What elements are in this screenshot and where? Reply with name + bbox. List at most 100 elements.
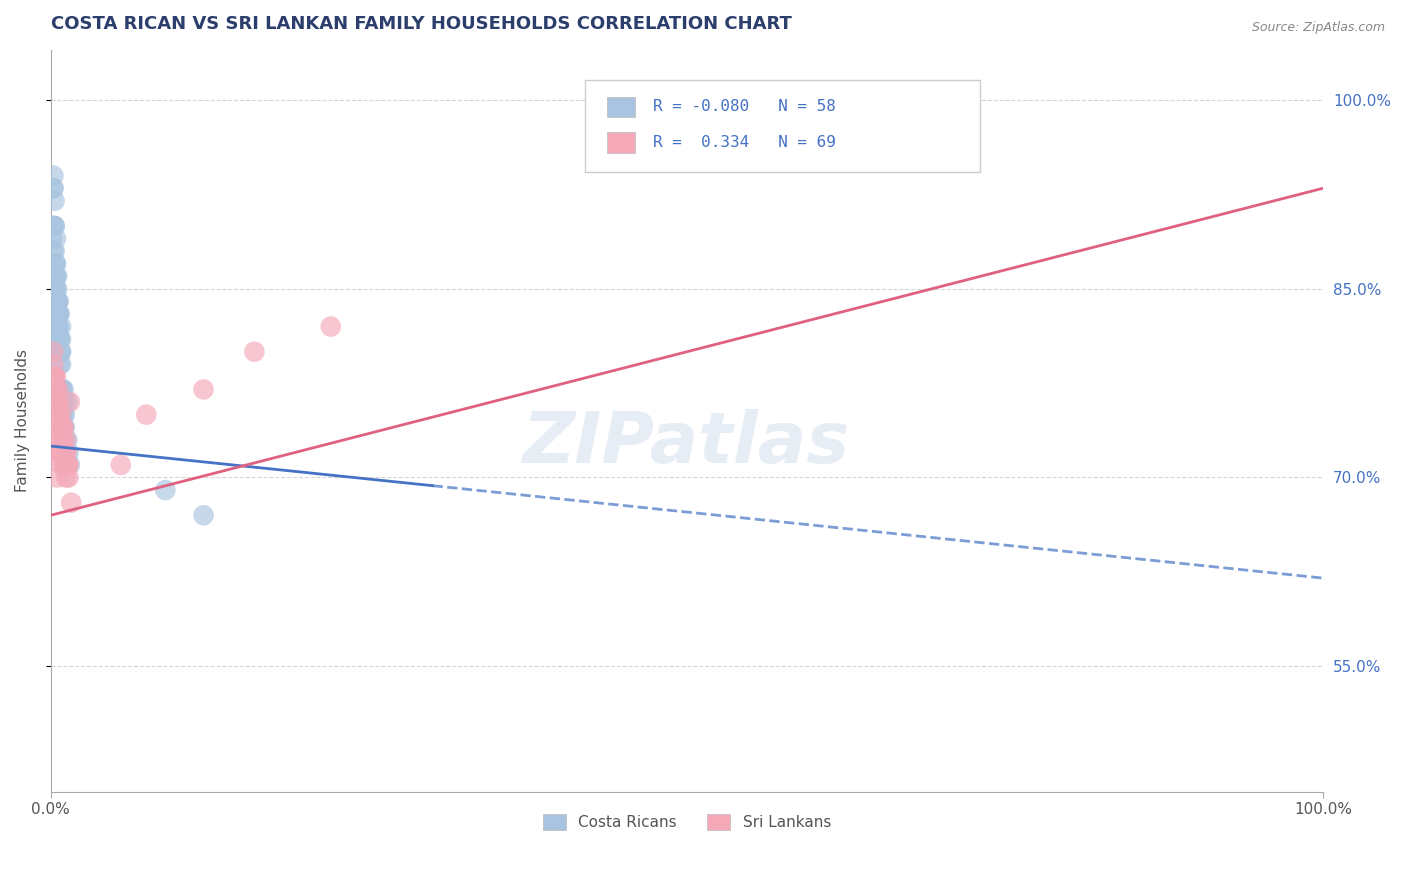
Point	[51, 383, 73, 397]
Point	[48, 307, 70, 321]
Point	[58, 445, 80, 459]
Point	[48, 307, 70, 321]
Point	[42, 219, 65, 233]
Point	[41, 445, 63, 459]
Point	[55, 445, 77, 459]
Point	[56, 395, 79, 409]
Point	[48, 395, 70, 409]
Point	[46, 269, 69, 284]
Point	[193, 508, 215, 523]
Point	[59, 458, 82, 472]
Point	[42, 169, 65, 183]
Point	[52, 408, 75, 422]
Point	[48, 433, 70, 447]
Point	[48, 332, 70, 346]
Point	[48, 307, 70, 321]
Point	[51, 420, 73, 434]
Point	[44, 383, 66, 397]
Point	[55, 445, 77, 459]
Point	[48, 294, 70, 309]
Point	[45, 282, 67, 296]
FancyBboxPatch shape	[607, 132, 636, 153]
Point	[55, 433, 77, 447]
Point	[42, 181, 65, 195]
Point	[55, 470, 77, 484]
Point	[53, 420, 76, 434]
Point	[48, 445, 70, 459]
Point	[45, 269, 67, 284]
Point	[53, 458, 76, 472]
Point	[55, 458, 77, 472]
Point	[48, 408, 70, 422]
Point	[48, 319, 70, 334]
Y-axis label: Family Households: Family Households	[15, 350, 30, 492]
Point	[110, 458, 132, 472]
Point	[51, 445, 73, 459]
Point	[56, 433, 79, 447]
Point	[44, 282, 66, 296]
Point	[55, 445, 77, 459]
Point	[48, 307, 70, 321]
Point	[48, 294, 70, 309]
Point	[46, 294, 69, 309]
Point	[48, 433, 70, 447]
Point	[45, 269, 67, 284]
Point	[44, 395, 66, 409]
Point	[49, 433, 72, 447]
Point	[52, 395, 75, 409]
Text: R = -0.080   N = 58: R = -0.080 N = 58	[652, 100, 835, 114]
Point	[51, 420, 73, 434]
Point	[46, 408, 69, 422]
Point	[60, 496, 83, 510]
Point	[41, 231, 63, 245]
Text: R =  0.334   N = 69: R = 0.334 N = 69	[652, 135, 835, 150]
Point	[48, 319, 70, 334]
Point	[51, 433, 73, 447]
FancyBboxPatch shape	[585, 79, 980, 172]
Point	[46, 395, 69, 409]
Point	[44, 370, 66, 384]
Point	[193, 383, 215, 397]
Point	[48, 332, 70, 346]
Point	[48, 307, 70, 321]
Point	[49, 420, 72, 434]
Point	[45, 370, 67, 384]
Point	[46, 319, 69, 334]
Point	[243, 344, 266, 359]
Point	[49, 344, 72, 359]
Point	[46, 294, 69, 309]
Point	[49, 319, 72, 334]
Point	[45, 395, 67, 409]
Point	[42, 181, 65, 195]
Point	[42, 370, 65, 384]
Point	[48, 408, 70, 422]
Point	[56, 458, 79, 472]
Point	[155, 483, 177, 497]
Point	[44, 395, 66, 409]
Point	[59, 395, 82, 409]
Point	[45, 383, 67, 397]
Point	[45, 420, 67, 434]
Point	[52, 420, 75, 434]
Legend: Costa Ricans, Sri Lankans: Costa Ricans, Sri Lankans	[537, 808, 837, 837]
Point	[46, 470, 69, 484]
Point	[45, 445, 67, 459]
Point	[49, 420, 72, 434]
Point	[46, 282, 69, 296]
FancyBboxPatch shape	[607, 96, 636, 118]
Point	[52, 420, 75, 434]
Point	[58, 470, 80, 484]
Point	[48, 344, 70, 359]
Point	[49, 408, 72, 422]
Point	[44, 383, 66, 397]
Point	[48, 433, 70, 447]
Text: COSTA RICAN VS SRI LANKAN FAMILY HOUSEHOLDS CORRELATION CHART: COSTA RICAN VS SRI LANKAN FAMILY HOUSEHO…	[51, 15, 792, 33]
Point	[44, 257, 66, 271]
Point	[44, 194, 66, 208]
Point	[48, 357, 70, 371]
Point	[42, 244, 65, 258]
Point	[44, 219, 66, 233]
Point	[49, 332, 72, 346]
Text: Source: ZipAtlas.com: Source: ZipAtlas.com	[1251, 21, 1385, 34]
Point	[319, 319, 342, 334]
